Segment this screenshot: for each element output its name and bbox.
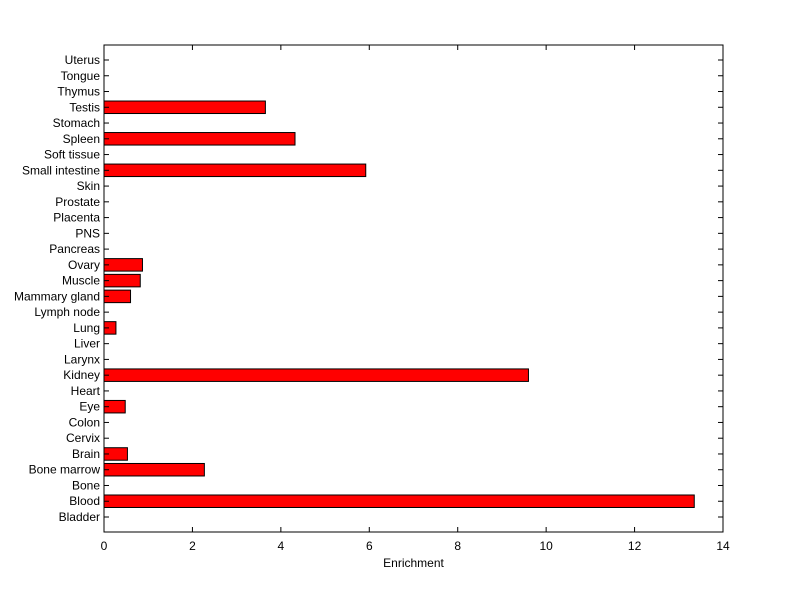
y-tick-label-stomach: Stomach <box>53 116 100 130</box>
y-tick-label-cervix: Cervix <box>66 431 100 445</box>
y-tick-label-small-intestine: Small intestine <box>22 163 100 177</box>
y-tick-label-kidney: Kidney <box>63 368 100 382</box>
y-tick-label-larynx: Larynx <box>64 352 100 366</box>
y-tick-label-pancreas: Pancreas <box>49 242 100 256</box>
x-tick-label-2: 2 <box>189 539 196 553</box>
y-tick-label-soft-tissue: Soft tissue <box>44 148 100 162</box>
bar-muscle <box>103 273 141 288</box>
x-tick-label-12: 12 <box>628 539 642 553</box>
y-tick-label-spleen: Spleen <box>63 132 100 146</box>
bar-small-intestine <box>103 163 367 178</box>
bar-bone-marrow <box>103 462 205 477</box>
x-tick-label-10: 10 <box>539 539 553 553</box>
x-tick-label-0: 0 <box>101 539 108 553</box>
y-tick-label-mammary-gland: Mammary gland <box>14 289 100 303</box>
x-ticks-group: 0 2 4 6 8 10 12 14 <box>101 45 730 553</box>
y-tick-label-tongue: Tongue <box>61 69 101 83</box>
y-tick-label-blood: Blood <box>69 494 100 508</box>
y-tick-label-eye: Eye <box>79 400 100 414</box>
y-tick-label-bladder: Bladder <box>59 510 100 524</box>
x-tick-label-6: 6 <box>366 539 373 553</box>
y-tick-label-uterus: Uterus <box>65 53 100 67</box>
bar-spleen <box>103 132 296 146</box>
y-tick-label-ovary: Ovary <box>68 258 100 272</box>
y-tick-label-bone-marrow: Bone marrow <box>29 463 101 477</box>
y-tick-label-colon: Colon <box>69 415 100 429</box>
y-tick-label-thymus: Thymus <box>57 85 100 99</box>
bar-kidney <box>103 368 529 382</box>
y-tick-label-placenta: Placenta <box>53 211 100 225</box>
bar-blood <box>103 494 695 508</box>
plot-area <box>104 45 723 532</box>
y-tick-label-testis: Testis <box>69 100 100 114</box>
bar-testis <box>103 100 266 115</box>
y-tick-label-lymph-node: Lymph node <box>34 305 100 319</box>
x-axis-label: Enrichment <box>383 556 444 570</box>
y-tick-label-bone: Bone <box>72 478 100 492</box>
y-tick-label-skin: Skin <box>77 179 100 193</box>
x-tick-label-14: 14 <box>716 539 730 553</box>
y-tick-label-lung: Lung <box>73 321 100 335</box>
y-tick-label-liver: Liver <box>74 337 100 351</box>
x-tick-label-4: 4 <box>278 539 285 553</box>
y-tick-label-pns: PNS <box>75 226 100 240</box>
plot-frame <box>103 44 724 533</box>
y-tick-label-heart: Heart <box>71 384 101 398</box>
y-tick-label-muscle: Muscle <box>62 274 100 288</box>
y-tick-label-prostate: Prostate <box>55 195 100 209</box>
y-tick-label-brain: Brain <box>72 447 100 461</box>
x-tick-label-8: 8 <box>454 539 461 553</box>
bar-ovary <box>103 258 143 272</box>
